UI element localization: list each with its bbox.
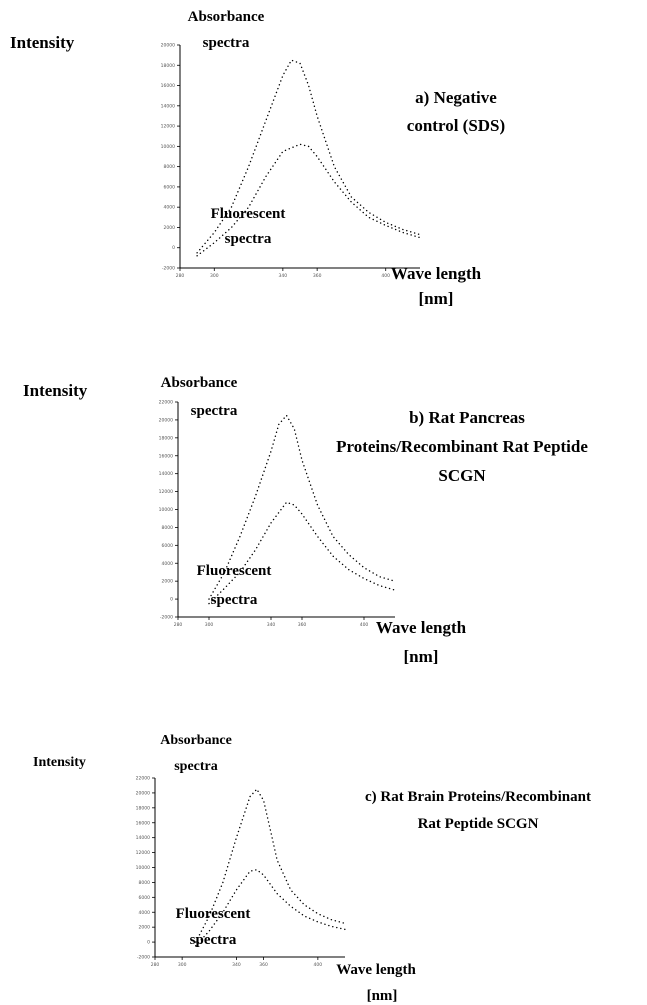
x-tick-label: 360: [313, 273, 322, 279]
x-axis-label-line-1: Wave length: [391, 264, 482, 283]
y-tick-label: 22000: [136, 776, 150, 782]
x-axis-label-line-2: [nm]: [419, 289, 454, 308]
x-tick-label: 300: [178, 962, 187, 968]
plot-area: -2000 0 2000 4000 6000 8000 10000 12000 14000 160…: [159, 400, 396, 628]
y-tick-label: -2000: [160, 615, 173, 621]
y-tick-label: 18000: [136, 805, 150, 811]
x-axis-label-line-2: [nm]: [367, 988, 398, 1004]
fluorescent-label-line-1: Fluorescent: [176, 906, 251, 922]
y-tick-label: 22000: [159, 400, 173, 406]
x-axis-label-line-2: [nm]: [404, 647, 439, 666]
y-tick-label: -2000: [162, 266, 175, 272]
x-tick-label: 340: [267, 622, 276, 628]
x-tick-label: 340: [279, 273, 288, 279]
fluorescent-label-line-2: spectra: [211, 592, 258, 608]
absorbance-label-line-1: Absorbance: [188, 9, 265, 25]
y-tick-label: 0: [172, 245, 175, 251]
panel-title-line-2: Rat Peptide SCGN: [418, 816, 539, 832]
y-tick-label: 0: [147, 940, 150, 946]
y-tick-label: 8000: [164, 164, 176, 170]
y-axis-label: Intensity: [10, 33, 75, 52]
y-tick-label: -2000: [137, 955, 150, 961]
fluorescence-series-line: [208, 501, 396, 605]
y-tick-label: 6000: [162, 543, 174, 549]
x-tick-label: 300: [205, 622, 214, 628]
panel-b: Intensity Absorbance spectra b) Rat Panc…: [23, 375, 588, 666]
y-tick-label: 12000: [161, 124, 175, 130]
fluorescent-label-line-2: spectra: [190, 932, 237, 948]
y-tick-label: 12000: [136, 850, 150, 856]
y-axis-label: Intensity: [23, 381, 88, 400]
panel-title-line-3: SCGN: [438, 466, 486, 485]
y-axis-label: Intensity: [33, 755, 86, 770]
absorbance-label-line-2: spectra: [203, 35, 250, 51]
x-tick-label: 400: [381, 273, 390, 279]
y-tick-label: 16000: [161, 83, 175, 89]
panel-a: Intensity Absorbance spectra a) Negative…: [10, 9, 505, 308]
y-tick-label: 16000: [136, 820, 150, 826]
x-tick-label: 400: [314, 962, 323, 968]
y-tick-label: 20000: [136, 790, 150, 796]
panel-title-line-1: a) Negative: [415, 88, 497, 107]
y-tick-label: 2000: [162, 579, 174, 585]
y-tick-label: 20000: [159, 417, 173, 423]
y-tick-label: 10000: [136, 865, 150, 871]
x-tick-label: 400: [360, 622, 369, 628]
y-tick-label: 4000: [164, 205, 176, 211]
y-tick-label: 6000: [164, 184, 176, 190]
y-tick-label: 2000: [139, 925, 151, 931]
panel-title-line-2: Proteins/Recombinant Rat Peptide: [336, 437, 588, 456]
plot-area: -2000 0 2000 4000 6000 8000 10000 12000 14000 160…: [136, 776, 346, 968]
y-tick-label: 4000: [139, 910, 151, 916]
fluorescent-label-line-1: Fluorescent: [197, 563, 272, 579]
x-tick-label: 280: [174, 622, 183, 628]
absorbance-series-line: [196, 59, 421, 254]
y-tick-label: 6000: [139, 895, 151, 901]
x-tick-label: 280: [176, 273, 185, 279]
y-tick-label: 10000: [159, 507, 173, 513]
absorbance-label-line-1: Absorbance: [160, 733, 232, 748]
fluorescence-series-line: [196, 143, 421, 257]
y-tick-label: 4000: [162, 561, 174, 567]
y-tick-label: 12000: [159, 489, 173, 495]
fluorescent-label-line-2: spectra: [225, 231, 272, 247]
absorbance-label-line-2: spectra: [191, 403, 238, 419]
y-tick-label: 14000: [159, 471, 173, 477]
x-axis-label-line-1: Wave length: [376, 618, 467, 637]
absorbance-label-line-1: Absorbance: [161, 375, 238, 391]
y-tick-label: 18000: [159, 435, 173, 441]
y-tick-label: 20000: [161, 43, 175, 49]
x-tick-label: 300: [210, 273, 219, 279]
y-tick-label: 14000: [136, 835, 150, 841]
x-axis-label-line-1: Wave length: [336, 962, 416, 978]
y-tick-label: 8000: [162, 525, 174, 531]
x-tick-label: 360: [298, 622, 307, 628]
panel-title-line-1: c) Rat Brain Proteins/Recombinant: [365, 789, 591, 805]
panel-title-line-1: b) Rat Pancreas: [409, 408, 525, 427]
y-tick-label: 18000: [161, 63, 175, 69]
absorbance-label-line-2: spectra: [174, 759, 218, 774]
x-tick-label: 340: [232, 962, 241, 968]
plot-area: -2000 0 2000 4000 6000 8000 10000 12000 14000 160…: [161, 43, 421, 279]
fluorescence-series-line: [194, 868, 346, 947]
y-tick-label: 16000: [159, 453, 173, 459]
y-tick-label: 10000: [161, 144, 175, 150]
y-tick-label: 14000: [161, 103, 175, 109]
panel-c: Intensity Absorbance spectra c) Rat Brai…: [33, 733, 591, 1004]
y-tick-label: 8000: [139, 880, 151, 886]
y-tick-label: 0: [170, 597, 173, 603]
x-tick-label: 280: [151, 962, 160, 968]
y-tick-label: 2000: [164, 225, 176, 231]
x-tick-label: 360: [259, 962, 268, 968]
panel-title-line-2: control (SDS): [407, 116, 505, 135]
absorbance-series-line: [194, 788, 346, 943]
